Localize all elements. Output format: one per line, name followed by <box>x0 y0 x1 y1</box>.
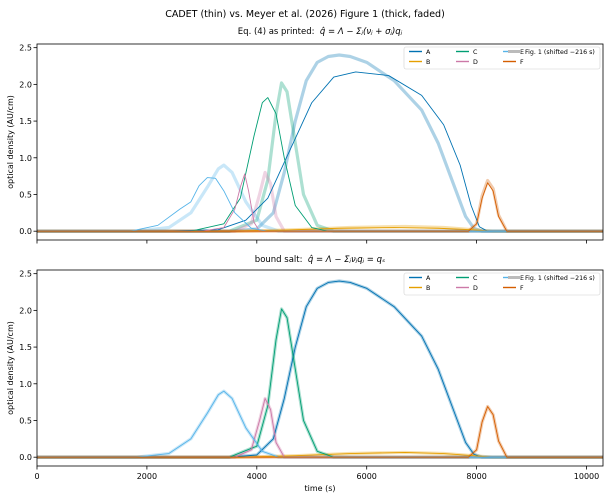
y-tick-label: 0.5 <box>19 416 32 425</box>
fig1-series-line-C <box>37 81 603 233</box>
bottom-panel: bound salt: q̂ = Λ − Σⱼνⱼqⱼ = qₛ 0.0 0.5 1.… <box>6 254 604 493</box>
legend-label-4: E <box>520 49 524 56</box>
cadet-series-line-D <box>37 398 603 458</box>
cadet-series-line-E <box>37 390 603 458</box>
legend-label-0: A <box>426 275 431 282</box>
panel-title-prefix: Eq. (4) as printed: <box>238 27 315 37</box>
fig1-series-line-A <box>37 53 603 233</box>
legend-label-5: F <box>520 59 524 66</box>
plot-area <box>37 279 603 459</box>
y-axis-label: optical density (AU/cm) <box>6 321 15 415</box>
fig1-series-line-E <box>37 163 603 233</box>
cadet-series-line-F <box>37 406 603 458</box>
y-tick-label: 1.0 <box>19 380 32 389</box>
x-axis-label: time (s) <box>304 484 335 493</box>
figure-suptitle: CADET (thin) vs. Meyer et al. (2026) Fig… <box>165 9 445 20</box>
x-tick-label: 2000 <box>137 472 157 481</box>
cadet-series-line-D <box>37 173 603 232</box>
legend-label-1: B <box>426 59 430 66</box>
x-tick-label: 0 <box>34 472 39 481</box>
axes-frame <box>36 43 604 241</box>
legend-box <box>403 46 601 70</box>
axes-frame <box>36 269 604 467</box>
cadet-series-line-F <box>37 182 603 232</box>
x-tick-label: 4000 <box>247 472 267 481</box>
y-tick-label: 2.0 <box>19 306 32 315</box>
panel-title-formula: q̂ = Λ − Σⱼ(νⱼ + σⱼ)qⱼ <box>320 26 403 37</box>
y-tick-label: 1.5 <box>19 117 32 126</box>
legend-label-6: Fig. 1 (shifted −216 s) <box>525 275 595 282</box>
y-tick-label: 2.5 <box>19 44 32 53</box>
top-panel: Eq. (4) as printed: q̂ = Λ − Σⱼ(νⱼ + σⱼ)… <box>6 26 604 244</box>
y-tick-label: 0.0 <box>19 453 32 462</box>
legend-label-1: B <box>426 285 430 292</box>
panel-title-prefix: bound salt: <box>255 255 303 265</box>
cadet-series-line-A <box>37 71 603 232</box>
legend-label-0: A <box>426 49 431 56</box>
y-tick-label: 0.5 <box>19 190 32 199</box>
cadet-series-line-A <box>37 280 603 458</box>
legend-label-3: D <box>473 285 478 292</box>
legend-label-2: C <box>473 275 478 282</box>
legend-label-2: C <box>473 49 478 56</box>
y-tick-label: 0.0 <box>19 227 32 236</box>
legend-label-5: F <box>520 285 524 292</box>
panel-title: bound salt: q̂ = Λ − Σⱼνⱼqⱼ = qₛ <box>255 254 385 265</box>
y-tick-label: 1.5 <box>19 343 32 352</box>
panel-title-formula: q̂ = Λ − Σⱼνⱼqⱼ = qₛ <box>308 254 385 265</box>
y-tick-label: 2.5 <box>19 270 32 279</box>
fig1-series-line-D <box>37 170 603 233</box>
y-tick-label: 1.0 <box>19 154 32 163</box>
x-tick-label: 6000 <box>357 472 377 481</box>
cadet-series-line-C <box>37 97 603 232</box>
cadet-series-line-E <box>37 177 603 232</box>
plot-area <box>37 53 603 233</box>
cadet-series-line-B <box>37 451 603 458</box>
legend-label-3: D <box>473 59 478 66</box>
x-tick-label: 10000 <box>574 472 599 481</box>
x-tick-label: 8000 <box>466 472 486 481</box>
legend-label-4: E <box>520 275 524 282</box>
panel-title: Eq. (4) as printed: q̂ = Λ − Σⱼ(νⱼ + σⱼ)… <box>238 26 403 37</box>
legend-box <box>403 272 601 296</box>
y-axis-label: optical density (AU/cm) <box>6 95 15 189</box>
legend-label-6: Fig. 1 (shifted −216 s) <box>525 49 595 56</box>
y-tick-label: 2.0 <box>19 80 32 89</box>
